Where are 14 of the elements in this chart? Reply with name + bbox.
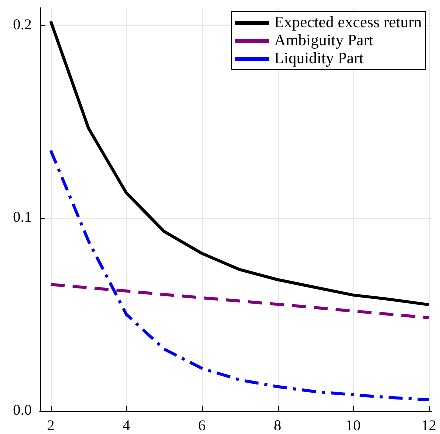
x-tick-label: 4 [122, 418, 131, 434]
y-tick-label: 0.2 [13, 17, 32, 34]
line-series [49, 283, 430, 320]
legend-label: Ambiguity Part [274, 32, 374, 50]
x-tick-label: 8 [274, 418, 282, 434]
x-tick-label: 6 [198, 418, 206, 434]
legend-label: Liquidity Part [274, 50, 364, 68]
x-tick-label: 10 [346, 418, 361, 434]
x-tick-label: 2 [47, 418, 55, 434]
line-series [49, 149, 430, 402]
legend-label: Expected excess return [274, 14, 422, 32]
y-tick-label: 0.1 [13, 210, 32, 226]
y-tick-label: 0.0 [13, 403, 32, 419]
x-tick-label: 12 [421, 418, 436, 434]
